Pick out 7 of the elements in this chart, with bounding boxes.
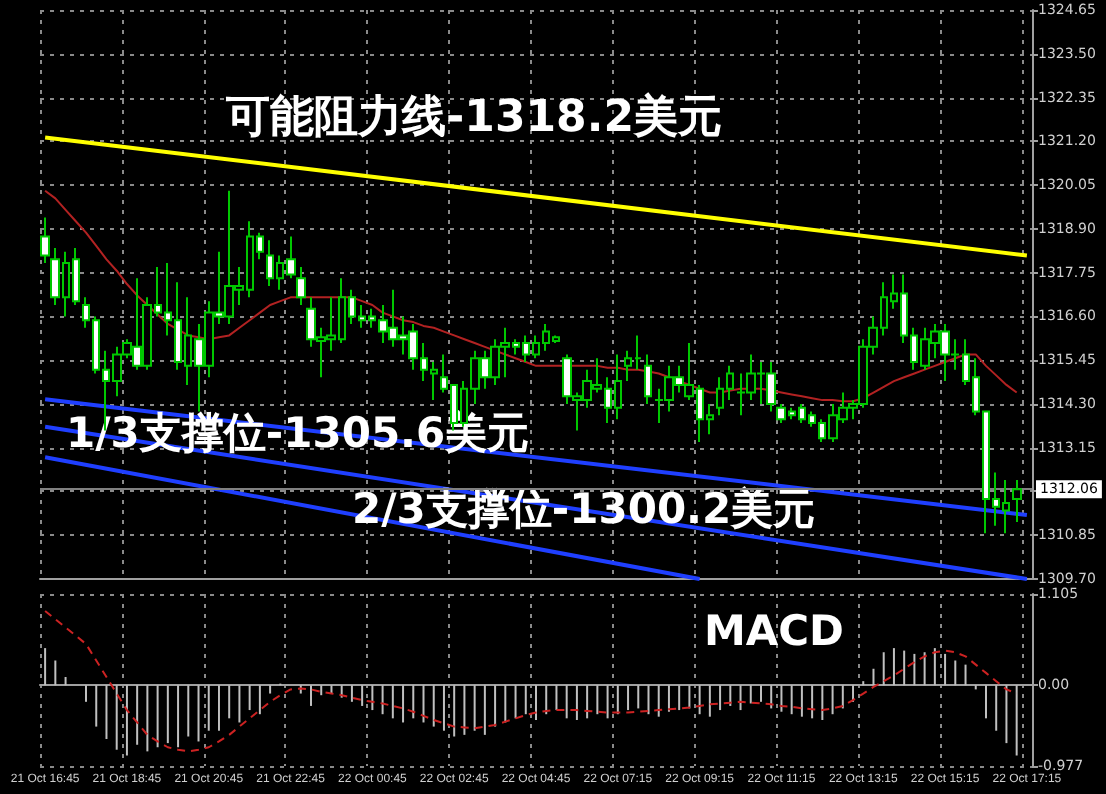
candlestick bbox=[40, 216, 50, 265]
annotation: 可能阻力线-1318.2美元 bbox=[224, 91, 723, 143]
annotation: MACD bbox=[704, 607, 844, 655]
candlestick bbox=[644, 353, 652, 405]
line-series bbox=[44, 189, 1018, 403]
candlestick bbox=[296, 265, 306, 306]
candlestick bbox=[1012, 479, 1022, 523]
